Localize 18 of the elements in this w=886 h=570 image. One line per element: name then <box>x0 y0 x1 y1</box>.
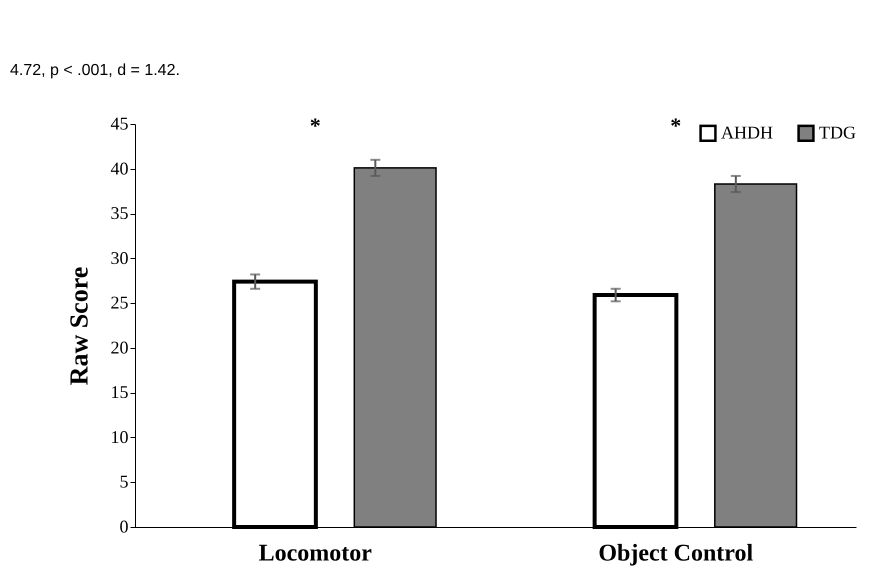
y-tick-label: 20 <box>110 337 128 358</box>
y-tick-label: 30 <box>110 248 128 268</box>
y-tick-label: 5 <box>120 472 128 492</box>
y-axis-title: Raw Score <box>64 266 94 386</box>
y-tick-label: 40 <box>110 158 128 178</box>
y-tick-label: 45 <box>110 114 128 134</box>
x-tick-label: Object Control <box>598 540 754 566</box>
annotation: * <box>310 113 321 138</box>
annotation: * <box>670 113 682 138</box>
text: 4.72, p < .001, d = 1.42. <box>10 62 180 79</box>
y-tick-label: 15 <box>110 382 128 402</box>
y-tick-label: 10 <box>110 426 128 447</box>
x-tick-label: Locomotor <box>258 540 372 566</box>
y-tick-label: 0 <box>120 516 128 536</box>
legend-label: AHDH <box>721 122 773 142</box>
legend-label: TDG <box>819 122 856 142</box>
y-tick-label: 35 <box>110 203 128 224</box>
y-tick-label: 25 <box>110 292 128 313</box>
